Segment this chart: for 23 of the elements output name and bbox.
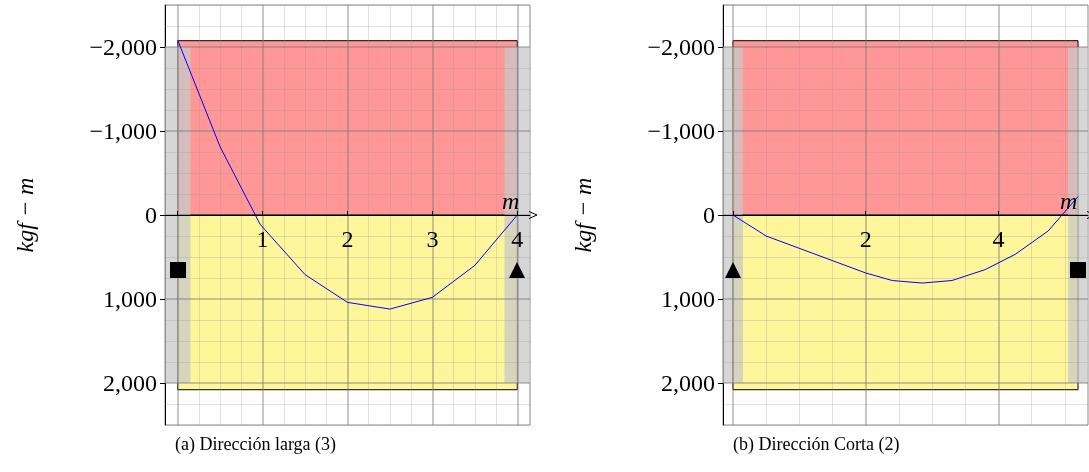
- y-tick-label: 2,000: [103, 370, 157, 396]
- x-tick-label: 4: [992, 226, 1005, 252]
- x-tick-label: 1: [256, 226, 269, 252]
- y-tick-label: 0: [703, 202, 715, 228]
- y-axis-title: kgf − m: [570, 177, 596, 253]
- x-tick-label: 2: [859, 226, 872, 252]
- x-tick-label: 3: [426, 226, 439, 252]
- x-tick-label: 4: [511, 226, 524, 252]
- y-tick-label: 1,000: [103, 286, 157, 312]
- y-tick-label: −2,000: [647, 34, 715, 60]
- line-series: [732, 196, 1079, 284]
- y-axis-title: kgf − m: [12, 177, 38, 253]
- y-tick-label: −1,000: [647, 118, 715, 144]
- x-axis-title: m: [1060, 188, 1078, 214]
- text: (b) Dirección Corta (2): [733, 434, 900, 455]
- x-axis-title: m: [502, 188, 520, 214]
- y-tick-label: 0: [145, 202, 157, 228]
- y-tick-label: 2,000: [661, 370, 715, 396]
- y-tick-label: 1,000: [661, 286, 715, 312]
- text: (a) Dirección larga (3): [175, 434, 337, 455]
- x-tick-label: 2: [341, 226, 354, 252]
- y-tick-label: −2,000: [89, 34, 157, 60]
- y-tick-label: −1,000: [89, 118, 157, 144]
